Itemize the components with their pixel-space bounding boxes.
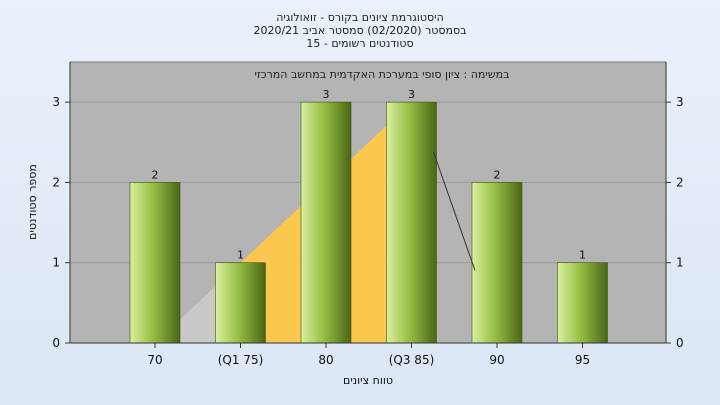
y-tick-label-right: 1 <box>676 256 684 270</box>
bars-group: 2 1 3 3 2 1 <box>129 88 608 344</box>
chart-title-line-3: סטודנטים רשומים - 15 <box>306 37 413 50</box>
y-tick-label-left: 3 <box>52 95 60 109</box>
y-axis-label: מספר סטודנטים <box>26 164 39 240</box>
y-tick-label-right: 3 <box>676 95 684 109</box>
bar-1 <box>215 262 266 344</box>
x-tick-label: 80 <box>318 353 333 367</box>
bar-value-label: 3 <box>408 88 415 101</box>
bar-value-label: 1 <box>579 249 586 262</box>
x-tick-label: 70 <box>147 353 162 367</box>
x-tick-label: (Q3 85) <box>389 353 435 367</box>
bar-value-label: 1 <box>237 249 244 262</box>
y-tick-label-left: 1 <box>52 256 60 270</box>
axis-ticks: 0 0 1 1 2 2 3 3 70 (Q1 75) 80 (Q3 85) 90 95 <box>52 95 683 367</box>
bar-2 <box>300 101 352 344</box>
y-tick-label-left: 0 <box>52 336 60 350</box>
x-tick-label: 90 <box>489 353 504 367</box>
chart-title-line-2: בסמסטר (02/2020) סמסטר אביב 2020/21 <box>253 24 466 37</box>
plot-banner: במשימה : ציון סופי במערכת האקדמית במחשב … <box>255 68 510 81</box>
bar-0 <box>129 182 181 344</box>
bar-5 <box>557 262 608 344</box>
y-tick-label-right: 0 <box>676 336 684 350</box>
chart-title-line-1: היסטוגרמת ציונים בקורס - זואולוגיה <box>276 11 444 24</box>
distribution-outline <box>433 151 476 271</box>
y-tick-label-right: 2 <box>676 175 684 189</box>
bar-value-label: 2 <box>152 168 159 181</box>
bar-4 <box>471 182 523 344</box>
x-tick-label: (Q1 75) <box>218 353 264 367</box>
bar-value-label: 2 <box>494 168 501 181</box>
bar-value-label: 3 <box>323 88 330 101</box>
y-tick-label-left: 2 <box>52 175 60 189</box>
bar-3 <box>386 101 437 344</box>
x-tick-label: 95 <box>575 353 590 367</box>
x-axis-label: טווח ציונים <box>343 374 393 387</box>
